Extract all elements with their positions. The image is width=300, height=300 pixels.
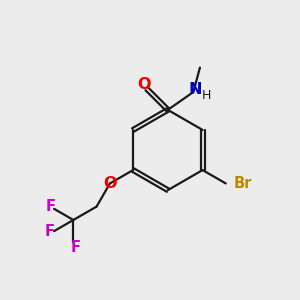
Text: F: F [71,239,81,254]
Text: F: F [45,224,55,238]
Text: O: O [137,77,151,92]
Text: O: O [103,176,117,191]
Text: H: H [202,89,212,102]
Text: F: F [46,199,56,214]
Text: Br: Br [234,176,252,191]
Text: N: N [188,82,202,97]
